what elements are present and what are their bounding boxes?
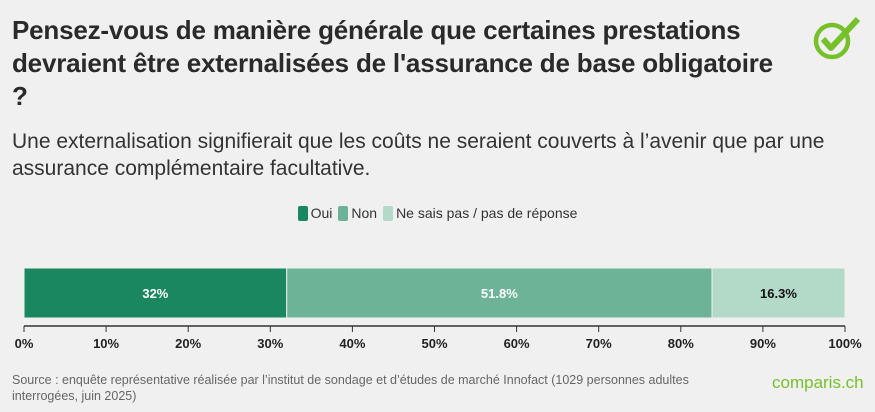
x-tick-label: 40%	[339, 336, 365, 351]
legend-swatch	[297, 205, 308, 221]
x-tick-label: 90%	[750, 336, 776, 351]
legend: Oui Non Ne sais pas / pas de réponse	[0, 205, 875, 224]
x-tick-label: 70%	[586, 336, 612, 351]
chart-subtitle: Une externalisation signifierait que les…	[12, 130, 825, 180]
x-tick-label: 60%	[504, 336, 530, 351]
data-label: 32%	[142, 286, 168, 301]
x-tick-label: 20%	[175, 336, 201, 351]
legend-swatch	[338, 205, 349, 221]
data-label: 51.8%	[481, 286, 518, 301]
x-tick-label: 50%	[421, 336, 447, 351]
x-tick-label: 100%	[828, 336, 862, 351]
legend-item: Ne sais pas / pas de réponse	[383, 205, 577, 221]
x-tick-label: 10%	[93, 336, 119, 351]
legend-item: Oui	[297, 205, 333, 221]
legend-item: Non	[338, 205, 377, 221]
stacked-bar-chart: 32% 51.8% 16.3% 0% 10% 20% 30% 40% 50% 60% 70% 80% 9…	[15, 267, 862, 351]
legend-swatch	[383, 205, 394, 221]
chart-title: Pensez-vous de manière générale que cert…	[12, 15, 773, 111]
x-tick-label: 0%	[15, 336, 34, 351]
bar-segment	[286, 267, 713, 319]
x-tick-label: 80%	[668, 336, 694, 351]
bar-segment	[711, 267, 846, 319]
source-note: Source : enquête représentative réalisée…	[12, 373, 689, 403]
legend-label: Ne sais pas / pas de réponse	[396, 205, 578, 221]
legend-label: Oui	[310, 205, 333, 221]
data-label: 16.3%	[760, 286, 797, 301]
legend-label: Non	[351, 205, 378, 221]
brand-logo: comparis.ch	[772, 373, 864, 392]
checkmark-circle-icon	[813, 16, 861, 60]
bar-segment	[23, 267, 288, 319]
x-tick-label: 30%	[257, 336, 283, 351]
